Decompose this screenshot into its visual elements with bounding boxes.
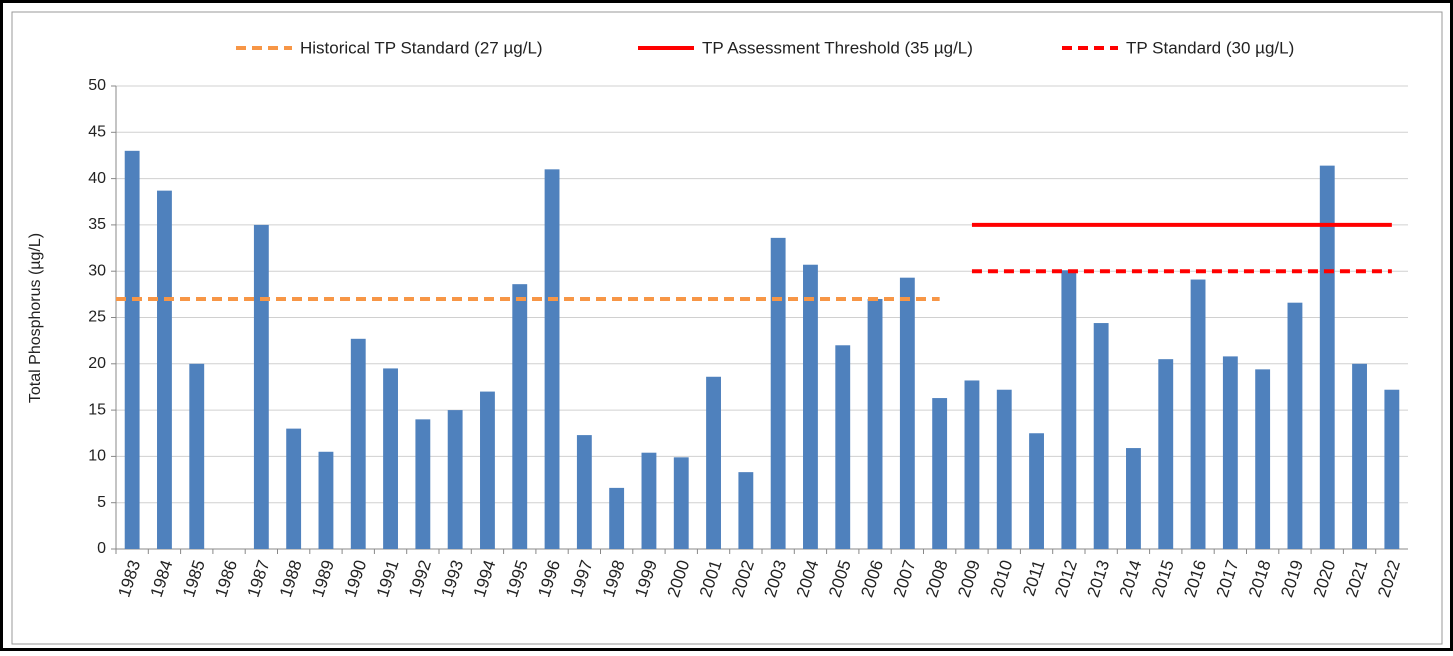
bar — [835, 345, 851, 549]
bar — [1190, 279, 1206, 549]
bar — [189, 363, 205, 549]
bar — [673, 457, 689, 549]
legend-label: Historical TP Standard (27 µg/L) — [300, 38, 543, 57]
y-tick-label: 5 — [97, 494, 106, 511]
x-tick-label: 2000 — [664, 558, 694, 600]
bar — [124, 150, 140, 549]
bar — [1158, 359, 1174, 549]
x-tick-label: 1984 — [147, 558, 177, 600]
x-tick-label: 2015 — [1148, 558, 1178, 600]
bar — [447, 410, 463, 549]
x-tick-label: 1995 — [502, 558, 532, 600]
x-tick-label: 2006 — [857, 558, 887, 600]
x-tick-label: 2018 — [1245, 558, 1275, 600]
bar — [641, 452, 657, 549]
bar — [803, 264, 818, 549]
bar — [964, 380, 980, 549]
x-tick-label: 2002 — [728, 558, 758, 600]
x-tick-label: 2005 — [825, 558, 855, 600]
x-tick-label: 1998 — [599, 558, 629, 600]
bar — [1384, 389, 1400, 549]
x-tick-label: 1993 — [437, 558, 467, 600]
x-tick-label: 2021 — [1342, 558, 1372, 600]
bar — [1352, 363, 1367, 549]
bar — [706, 376, 721, 549]
x-tick-label: 2008 — [922, 558, 952, 600]
x-tick-label: 1988 — [276, 558, 306, 600]
x-tick-label: 1996 — [534, 558, 564, 600]
x-tick-label: 1992 — [405, 558, 435, 600]
bar — [253, 224, 269, 549]
bar — [286, 428, 302, 549]
x-tick-label: 1987 — [244, 558, 274, 600]
y-tick-label: 15 — [88, 401, 106, 418]
bar — [1222, 356, 1238, 549]
bar — [770, 237, 786, 549]
legend-label: TP Standard (30 µg/L) — [1126, 38, 1294, 57]
x-tick-label: 1994 — [470, 558, 500, 600]
bar — [1255, 369, 1271, 549]
x-tick-label: 1991 — [373, 558, 403, 600]
x-tick-label: 2004 — [793, 558, 823, 600]
x-tick-label: 2016 — [1180, 558, 1210, 600]
bar — [544, 169, 560, 549]
x-tick-label: 2009 — [954, 558, 984, 600]
y-tick-label: 20 — [88, 355, 106, 372]
bar — [738, 472, 754, 549]
bar — [1319, 165, 1335, 550]
x-tick-label: 1990 — [341, 558, 371, 600]
x-tick-label: 1999 — [631, 558, 661, 600]
bar — [1093, 323, 1109, 549]
x-tick-label: 2017 — [1213, 558, 1243, 600]
x-tick-label: 1989 — [308, 558, 338, 600]
x-tick-label: 2020 — [1310, 558, 1340, 600]
y-tick-label: 40 — [88, 170, 106, 187]
x-tick-label: 2011 — [1019, 558, 1048, 599]
y-tick-label: 0 — [97, 540, 106, 557]
x-tick-label: 1986 — [211, 558, 241, 600]
x-tick-label: 1985 — [179, 558, 209, 600]
bar — [996, 389, 1012, 549]
bar — [383, 368, 398, 549]
x-tick-label: 2014 — [1116, 558, 1146, 600]
bar — [576, 435, 592, 549]
x-tick-label: 2013 — [1083, 558, 1113, 600]
x-tick-label: 2022 — [1374, 558, 1404, 600]
bar — [1029, 433, 1044, 549]
bar — [1061, 270, 1077, 549]
y-tick-label: 25 — [88, 309, 106, 326]
bar — [480, 391, 495, 549]
bar — [867, 298, 883, 549]
bar — [415, 419, 431, 549]
bar — [1126, 448, 1141, 549]
bar — [157, 190, 172, 549]
y-tick-label: 10 — [88, 448, 106, 465]
bar — [318, 451, 334, 549]
bar — [1287, 302, 1303, 549]
y-tick-label: 50 — [88, 77, 106, 94]
x-tick-label: 2019 — [1277, 558, 1307, 600]
x-tick-label: 2001 — [696, 558, 726, 600]
x-tick-label: 2003 — [760, 558, 790, 600]
x-tick-label: 1983 — [114, 558, 144, 600]
bar — [932, 398, 948, 549]
y-tick-label: 45 — [88, 124, 106, 141]
chart-frame — [11, 11, 1443, 645]
y-tick-label: 35 — [88, 216, 106, 233]
x-tick-label: 2007 — [890, 558, 920, 600]
bar — [512, 284, 528, 549]
bar — [899, 277, 915, 549]
bar — [609, 487, 625, 549]
x-tick-label: 2010 — [987, 558, 1017, 600]
bar — [350, 338, 366, 549]
y-tick-label: 30 — [88, 262, 106, 279]
legend-label: TP Assessment Threshold (35 µg/L) — [702, 38, 973, 57]
y-axis-label: Total Phosphorus (µg/L) — [27, 233, 44, 403]
x-tick-label: 2012 — [1051, 558, 1081, 600]
x-tick-label: 1997 — [567, 558, 597, 600]
